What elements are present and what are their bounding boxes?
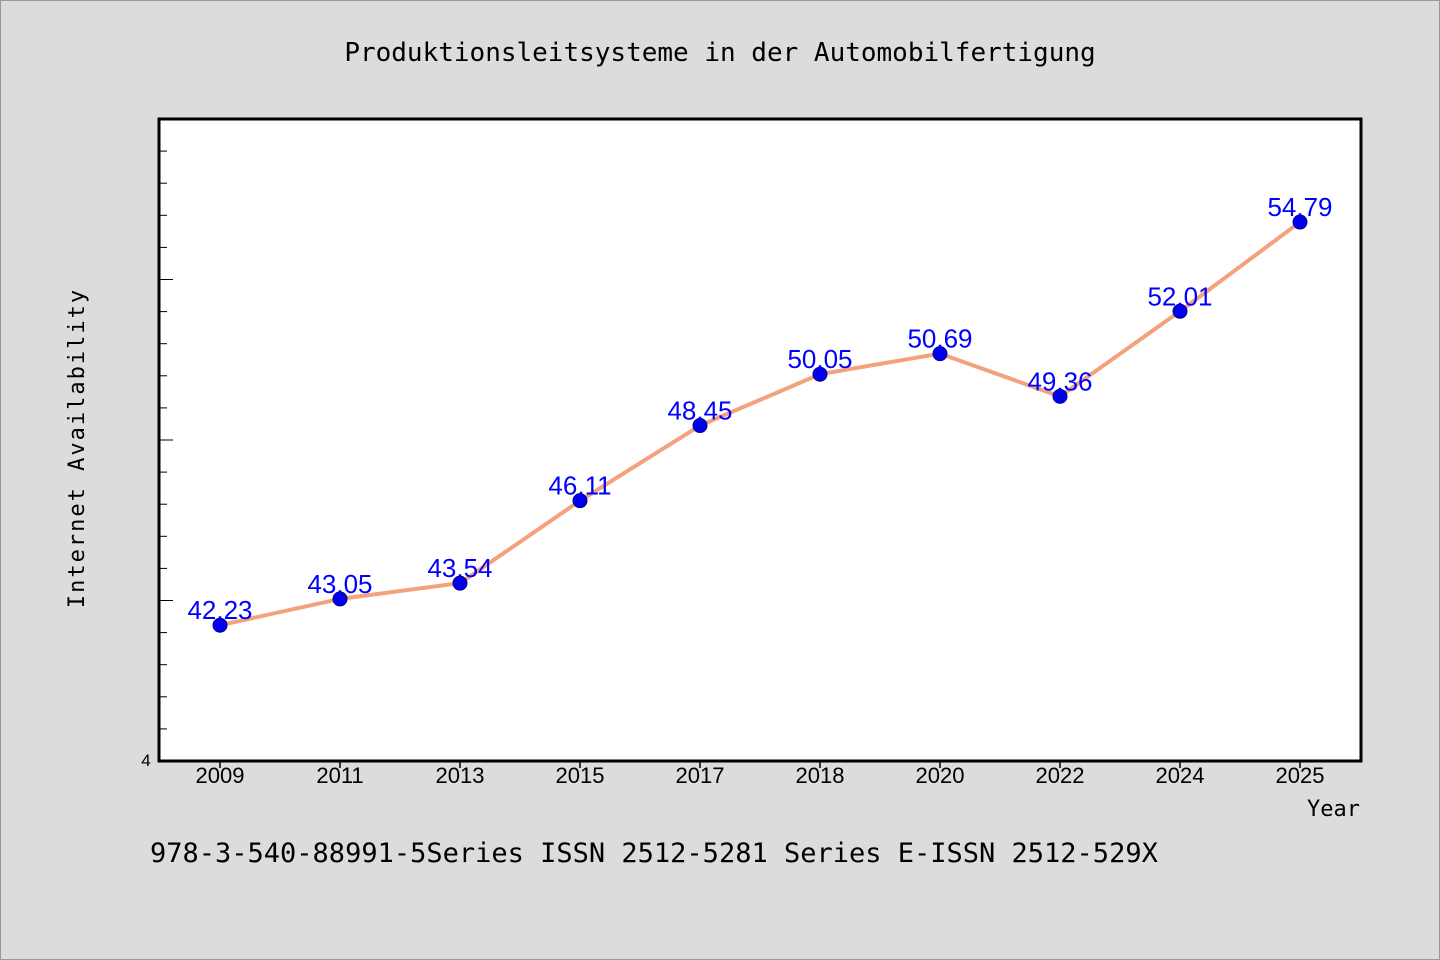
data-label: 52.01 [1147, 281, 1212, 311]
x-axis-tick-labels: 2009 2011 2013 2015 2017 2018 2020 2022 2024 2025 [196, 763, 1325, 788]
data-point [1172, 303, 1188, 319]
y-axis-label: Internet Availability [65, 288, 90, 608]
data-label: 50.05 [787, 344, 852, 374]
data-label: 43.54 [427, 553, 492, 583]
data-point [1052, 388, 1068, 404]
data-point [572, 493, 588, 509]
chart-title: Produktionsleitsysteme in der Automobilf… [344, 38, 1095, 68]
x-tick-label: 2022 [1036, 763, 1085, 788]
footer-text: 978-3-540-88991-5Series ISSN 2512-5281 S… [150, 838, 1158, 869]
x-tick-label: 2009 [196, 763, 245, 788]
x-tick-label: 2020 [916, 763, 965, 788]
data-label: 42.23 [187, 595, 252, 625]
data-label: 46.11 [548, 471, 611, 501]
plot-area [157, 117, 1363, 763]
x-axis-label: Year [1307, 797, 1360, 822]
x-tick-label: 2013 [436, 763, 485, 788]
data-point [692, 418, 708, 434]
data-label: 43.05 [307, 569, 372, 599]
data-point [1292, 214, 1308, 230]
y-axis-bottom-label: 4 [141, 751, 150, 770]
x-tick-label: 2024 [1156, 763, 1205, 788]
data-point [452, 575, 468, 591]
data-label: 48.45 [667, 396, 732, 426]
series-line [219, 220, 1302, 628]
x-tick-label: 2015 [556, 763, 605, 788]
x-axis-ticks [219, 761, 1301, 768]
x-tick-label: 2025 [1276, 763, 1325, 788]
data-markers [212, 214, 1308, 633]
y-axis-ticks [159, 150, 173, 730]
data-label: 49.36 [1027, 366, 1092, 396]
data-point [332, 591, 348, 607]
data-label: 50.69 [907, 324, 972, 354]
x-tick-label: 2011 [316, 763, 363, 788]
data-point [932, 346, 948, 362]
data-point [812, 366, 828, 382]
data-labels: 42.23 43.05 43.54 46.11 48.45 50.05 50.69 49.36… [187, 192, 1332, 625]
data-label: 54.79 [1267, 192, 1332, 222]
x-tick-label: 2018 [796, 763, 845, 788]
x-tick-label: 2017 [676, 763, 725, 788]
data-point [212, 617, 228, 633]
